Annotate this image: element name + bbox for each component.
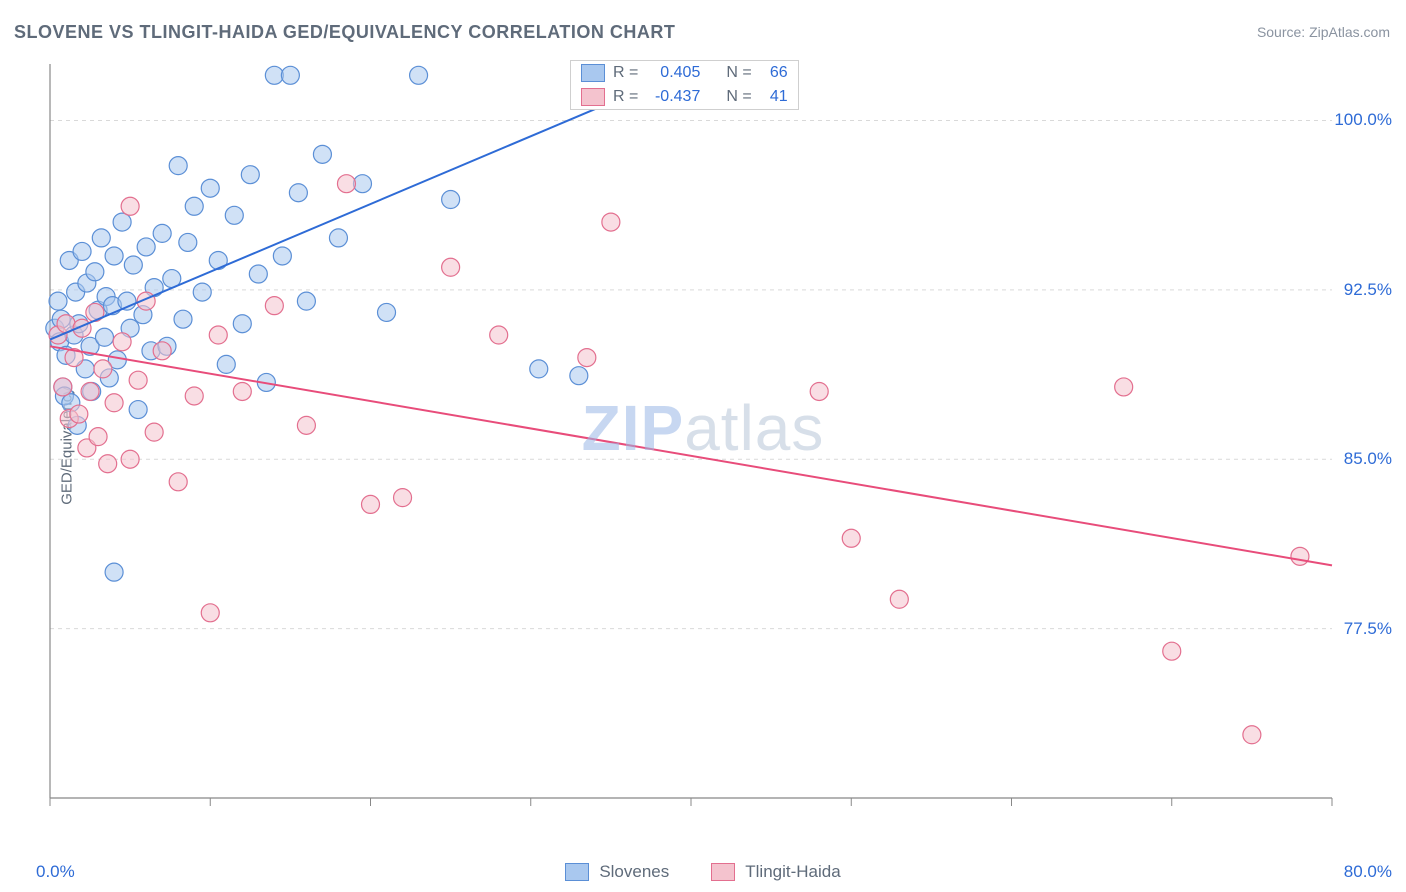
y-tick-label: 100.0% (1334, 110, 1392, 130)
y-tick-label: 77.5% (1344, 619, 1392, 639)
stats-R-value-tlingit: -0.437 (646, 88, 700, 106)
stats-row-slovenes: R = 0.405 N = 66 (571, 61, 798, 85)
legend-swatch-slovenes (565, 863, 589, 881)
stats-R-label-2: R = (613, 88, 638, 106)
source-link[interactable]: ZipAtlas.com (1309, 24, 1390, 40)
legend-item-slovenes: Slovenes (565, 862, 669, 882)
stats-swatch-slovenes (581, 64, 605, 82)
stats-N-label-2: N = (726, 88, 751, 106)
stats-N-value-slovenes: 66 (760, 64, 788, 82)
legend-label-tlingit: Tlingit-Haida (745, 862, 840, 882)
y-tick-label: 92.5% (1344, 280, 1392, 300)
legend-label-slovenes: Slovenes (599, 862, 669, 882)
y-tick-label: 85.0% (1344, 449, 1392, 469)
source-prefix: Source: (1257, 24, 1309, 40)
stats-row-tlingit: R = -0.437 N = 41 (571, 85, 798, 109)
stats-R-label: R = (613, 64, 638, 82)
stats-N-label: N = (726, 64, 751, 82)
stats-R-value-slovenes: 0.405 (646, 64, 700, 82)
stats-legend-box: R = 0.405 N = 66 R = -0.437 N = 41 (570, 60, 799, 110)
plot-area (42, 58, 1392, 828)
legend-swatch-tlingit (711, 863, 735, 881)
stats-swatch-tlingit (581, 88, 605, 106)
chart-container: SLOVENE VS TLINGIT-HAIDA GED/EQUIVALENCY… (0, 0, 1406, 892)
stats-N-value-tlingit: 41 (760, 88, 788, 106)
chart-title: SLOVENE VS TLINGIT-HAIDA GED/EQUIVALENCY… (14, 22, 675, 43)
chart-svg (42, 58, 1392, 828)
bottom-legend: Slovenes Tlingit-Haida (0, 862, 1406, 882)
source-attribution: Source: ZipAtlas.com (1257, 24, 1390, 40)
legend-item-tlingit: Tlingit-Haida (711, 862, 840, 882)
